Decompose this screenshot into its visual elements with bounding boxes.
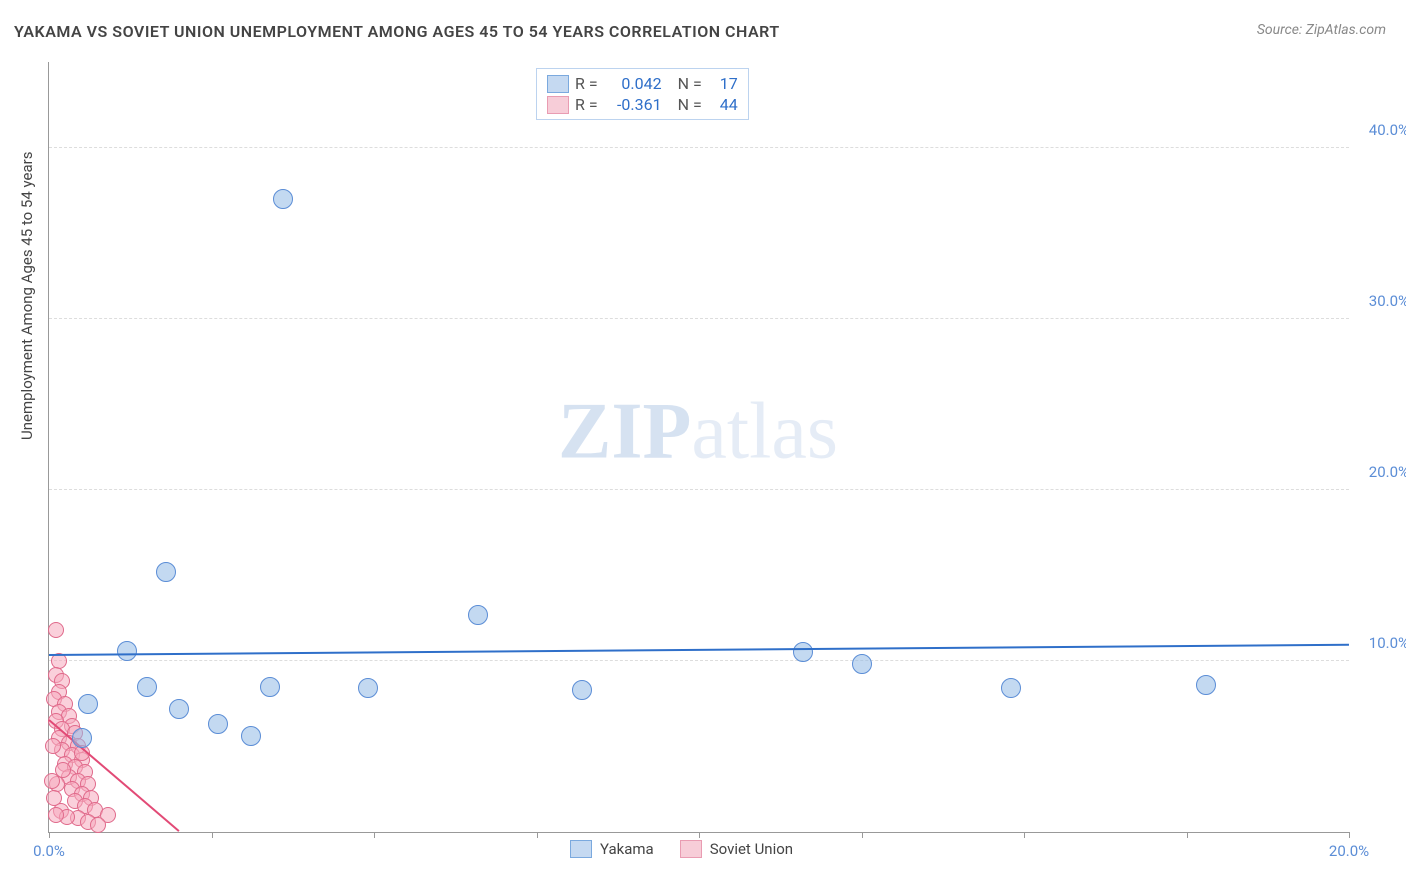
data-point bbox=[260, 677, 280, 697]
legend-swatch bbox=[680, 840, 702, 858]
legend-label: Soviet Union bbox=[710, 840, 793, 858]
data-point bbox=[468, 605, 488, 625]
data-point bbox=[45, 738, 61, 754]
y-tick-label: 30.0% bbox=[1369, 292, 1406, 310]
data-point bbox=[46, 790, 62, 806]
legend-swatch bbox=[547, 75, 569, 93]
data-point bbox=[208, 714, 228, 734]
legend-stats-box: R =0.042N =17R =-0.361N =44 bbox=[536, 68, 749, 120]
x-tick bbox=[212, 832, 213, 838]
data-point bbox=[793, 642, 813, 662]
y-tick-label: 40.0% bbox=[1369, 121, 1406, 139]
data-point bbox=[1196, 675, 1216, 695]
x-tick-label: 0.0% bbox=[33, 842, 65, 860]
data-point bbox=[117, 641, 137, 661]
data-point bbox=[48, 807, 64, 823]
data-point bbox=[90, 817, 106, 833]
x-tick bbox=[1024, 832, 1025, 838]
gridline bbox=[49, 147, 1349, 148]
legend-stats-row: R =0.042N =17 bbox=[547, 73, 738, 94]
gridline bbox=[49, 318, 1349, 319]
data-point bbox=[169, 699, 189, 719]
gridline bbox=[49, 489, 1349, 490]
legend-series: Yakama Soviet Union bbox=[570, 840, 793, 858]
x-tick bbox=[1349, 832, 1350, 838]
legend-item: Yakama bbox=[570, 840, 654, 858]
legend-swatch bbox=[570, 840, 592, 858]
y-axis-label: Unemployment Among Ages 45 to 54 years bbox=[18, 152, 36, 440]
data-point bbox=[273, 189, 293, 209]
x-tick bbox=[374, 832, 375, 838]
data-point bbox=[852, 654, 872, 674]
legend-item: Soviet Union bbox=[680, 840, 793, 858]
data-point bbox=[156, 562, 176, 582]
data-point bbox=[572, 680, 592, 700]
data-point bbox=[72, 728, 92, 748]
source-attribution: Source: ZipAtlas.com bbox=[1257, 22, 1386, 38]
x-tick bbox=[49, 832, 50, 838]
legend-label: Yakama bbox=[600, 840, 654, 858]
chart-title: YAKAMA VS SOVIET UNION UNEMPLOYMENT AMON… bbox=[14, 22, 780, 41]
data-point bbox=[137, 677, 157, 697]
x-tick bbox=[699, 832, 700, 838]
trendline bbox=[49, 643, 1349, 655]
data-point bbox=[78, 694, 98, 714]
data-point bbox=[48, 622, 64, 638]
legend-stats-row: R =-0.361N =44 bbox=[547, 94, 738, 115]
plot-area: 10.0%20.0%30.0%40.0%0.0%20.0% bbox=[48, 62, 1349, 833]
y-tick-label: 10.0% bbox=[1369, 634, 1406, 652]
x-tick bbox=[1187, 832, 1188, 838]
legend-swatch bbox=[547, 96, 569, 114]
correlation-scatter-chart: 10.0%20.0%30.0%40.0%0.0%20.0% ZIPatlas bbox=[48, 62, 1348, 832]
x-tick bbox=[862, 832, 863, 838]
data-point bbox=[44, 773, 60, 789]
data-point bbox=[241, 726, 261, 746]
x-tick-label: 20.0% bbox=[1329, 842, 1369, 860]
x-tick bbox=[537, 832, 538, 838]
data-point bbox=[358, 678, 378, 698]
y-tick-label: 20.0% bbox=[1369, 463, 1406, 481]
data-point bbox=[1001, 678, 1021, 698]
gridline bbox=[49, 660, 1349, 661]
